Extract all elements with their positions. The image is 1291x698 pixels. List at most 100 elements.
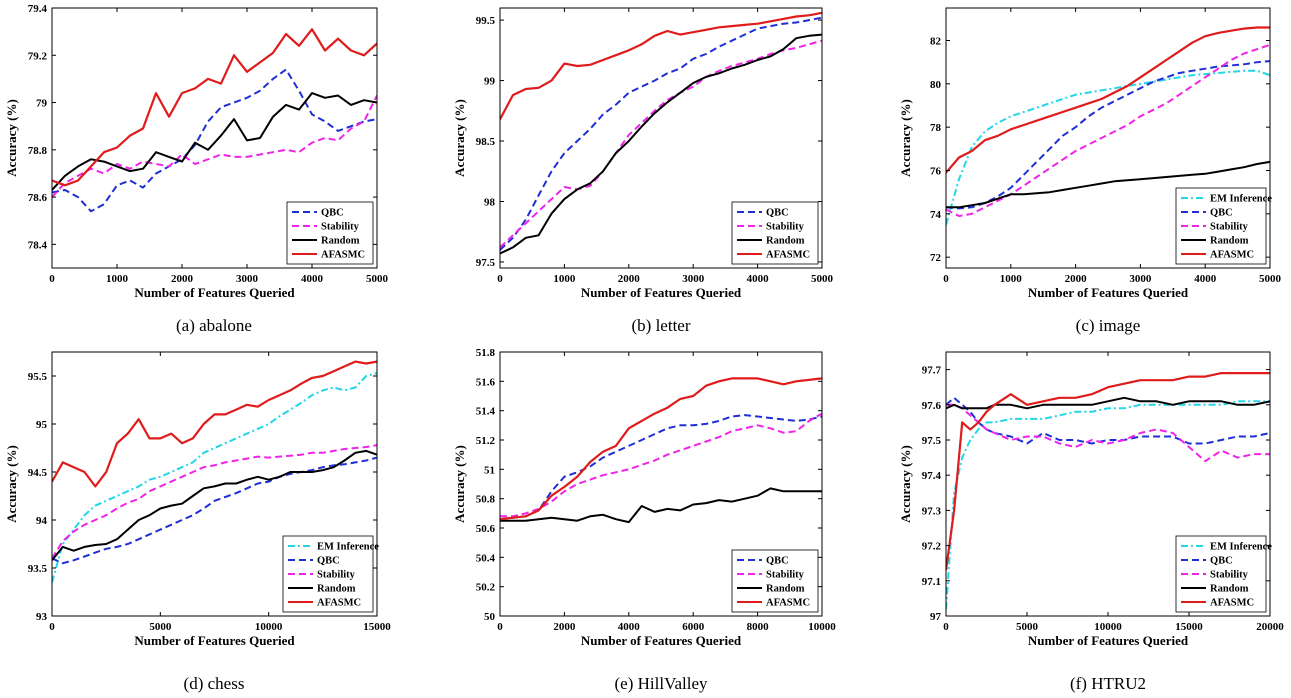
series-line-random [52,449,377,561]
series-line-random [52,92,377,191]
x-tick-label: 0 [943,621,949,633]
x-tick-label: 1000 [553,273,576,285]
legend-label: QBC [766,556,789,567]
legend-label: Random [317,584,356,595]
series-line-stability [500,39,822,249]
legend-box [1175,535,1267,613]
y-tick-label: 51.4 [476,406,496,418]
series-line-afasmc [946,372,1270,571]
legend-label: AFASMC [766,598,810,609]
x-tick-label: 3000 [682,273,705,285]
y-tick-label: 97 [930,611,942,623]
series-line-qbc [500,414,822,521]
y-tick-label: 93.5 [28,563,48,575]
y-tick-label: 78.4 [28,239,48,251]
series-group [52,360,377,583]
x-tick-label: 10000 [808,621,836,633]
x-axis-label: Number of Features Queried [1028,285,1189,300]
legend: QBC Stability Random AFASMC [286,201,374,265]
x-tick-label: 5000 [149,621,172,633]
x-tick-label: 0 [49,621,55,633]
x-tick-label: 0 [497,273,503,285]
legend-box [1175,187,1267,265]
series-group [500,377,822,524]
legend-label: AFASMC [1210,250,1254,261]
y-tick-label: 99 [484,76,496,88]
y-tick-label: 97.3 [922,505,942,517]
x-tick-label: 0 [49,273,55,285]
x-tick-label: 5000 [811,273,834,285]
x-tick-label: 5000 [366,273,389,285]
x-tick-label: 10000 [1094,621,1122,633]
chart-panel-2: 0 1000 2000 3000 4000 5000 97.5 98 98.5 99 99.5 Num… [452,7,834,335]
y-tick-label: 80 [930,79,942,91]
y-tick-label: 51.2 [476,435,496,447]
x-tick-label: 1000 [1000,273,1023,285]
x-tick-label: 5000 [1259,273,1282,285]
y-tick-label: 78.6 [28,192,48,204]
y-tick-label: 97.5 [922,435,942,447]
legend-label: AFASMC [317,598,361,609]
x-tick-label: 15000 [363,621,391,633]
panel-caption: (b) letter [632,316,691,335]
legend: QBC Stability Random AFASMC [731,201,819,265]
y-tick-label: 95.5 [28,371,48,383]
y-axis-label: Accuracy (%) [4,445,19,523]
legend-label: QBC [766,208,789,219]
axes-box [499,351,823,617]
x-axis-label: Number of Features Queried [581,285,742,300]
legend: QBC Stability Random AFASMC [731,549,819,613]
x-tick-label: 6000 [682,621,705,633]
x-tick-label: 2000 [171,273,194,285]
legend-label: Stability [321,222,360,233]
x-tick-label: 15000 [1175,621,1203,633]
y-tick-label: 50.8 [476,494,496,506]
legend-label: Random [321,236,360,247]
y-tick-label: 50 [484,611,496,623]
panel-caption: (f) HTRU2 [1070,674,1146,693]
axes-box [499,7,823,269]
series-line-qbc [52,68,377,213]
legend-label: Stability [766,570,805,581]
y-tick-label: 98.5 [476,136,496,148]
chart-panel-4: 0 5000 10000 15000 93 93.5 94 94.5 95 95.5 Number … [4,351,391,693]
x-tick-label: 2000 [1065,273,1088,285]
y-tick-label: 82 [930,36,942,48]
chart-panel-1: 0 1000 2000 3000 4000 5000 78.4 78.6 78.8 79 79.2 7… [4,3,389,335]
y-tick-label: 79.4 [28,3,48,15]
chart-panel-5: 0 2000 4000 6000 8000 10000 50 50.2 50.4 50.6 50.8… [452,347,836,693]
y-tick-label: 79.2 [28,50,48,62]
x-tick-label: 4000 [747,273,770,285]
x-axis-label: Number of Features Queried [134,633,295,648]
x-axis-label: Number of Features Queried [134,285,295,300]
series-line-random [500,33,822,255]
y-axis-label: Accuracy (%) [452,445,467,523]
x-tick-label: 2000 [553,621,576,633]
legend-label: QBC [317,556,340,567]
legend-label: AFASMC [321,250,365,261]
y-tick-label: 78.8 [28,145,48,157]
y-tick-label: 74 [930,209,942,221]
legend-label: Random [1210,236,1249,247]
y-tick-label: 97.2 [922,541,942,553]
legend-box [282,535,374,613]
x-tick-label: 0 [497,621,503,633]
legend-label: Stability [1210,222,1249,233]
x-tick-label: 4000 [301,273,324,285]
y-tick-label: 94.5 [28,467,48,479]
legend-label: Stability [1210,570,1249,581]
axes-box [51,7,378,269]
panel-caption: (e) HillValley [615,674,708,693]
series-line-qbc [52,456,377,565]
legend-label: QBC [1210,556,1233,567]
y-axis-label: Accuracy (%) [4,99,19,177]
legend-label: AFASMC [766,250,810,261]
series-line-qbc [946,396,1270,445]
series-line-qbc [946,60,1270,210]
x-tick-label: 10000 [255,621,283,633]
x-tick-label: 8000 [747,621,770,633]
x-tick-label: 20000 [1256,621,1284,633]
legend-label: Stability [317,570,356,581]
series-line-em-inference [946,400,1270,610]
series-line-stability [52,95,377,198]
